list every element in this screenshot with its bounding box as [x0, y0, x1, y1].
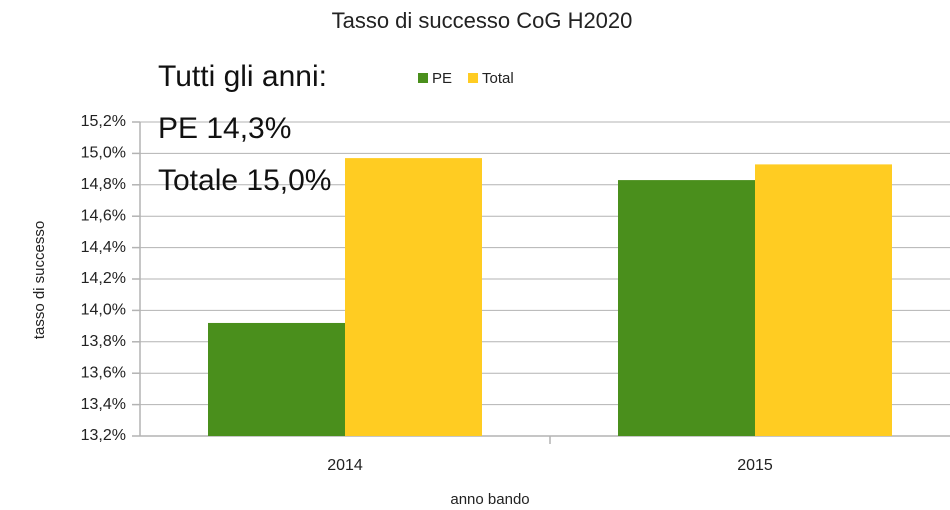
- legend-swatch: [468, 73, 479, 83]
- annotation: Totale 15,0%: [158, 164, 331, 197]
- y-tick-label: 14,6%: [81, 207, 126, 224]
- chart-title: Tasso di successo CoG H2020: [332, 8, 633, 33]
- y-tick-label: 13,6%: [81, 364, 126, 381]
- y-tick-label: 14,8%: [81, 176, 126, 193]
- bar: [345, 158, 482, 437]
- y-tick-label: 15,0%: [81, 145, 126, 162]
- annotation: Tutti gli anni:: [158, 60, 327, 93]
- y-tick-label: 13,2%: [81, 427, 126, 444]
- legend-label: Total: [482, 70, 514, 87]
- y-axis-label: tasso di successo: [31, 221, 48, 339]
- x-axis-label: anno bando: [450, 491, 529, 508]
- x-tick-label: 2014: [327, 457, 363, 474]
- legend-swatch: [418, 73, 428, 83]
- bar: [618, 180, 755, 436]
- y-tick-label: 13,8%: [81, 333, 126, 350]
- y-tick-label: 15,2%: [81, 113, 126, 130]
- y-tick-label: 13,4%: [81, 396, 126, 413]
- bar: [208, 322, 345, 436]
- legend-label: PE: [432, 70, 452, 87]
- y-tick-label: 14,2%: [81, 270, 126, 287]
- x-tick-label: 2015: [737, 457, 773, 474]
- bar: [755, 164, 892, 436]
- y-tick-label: 14,4%: [81, 239, 126, 256]
- y-tick-label: 14,0%: [81, 302, 126, 319]
- annotation: PE 14,3%: [158, 112, 291, 145]
